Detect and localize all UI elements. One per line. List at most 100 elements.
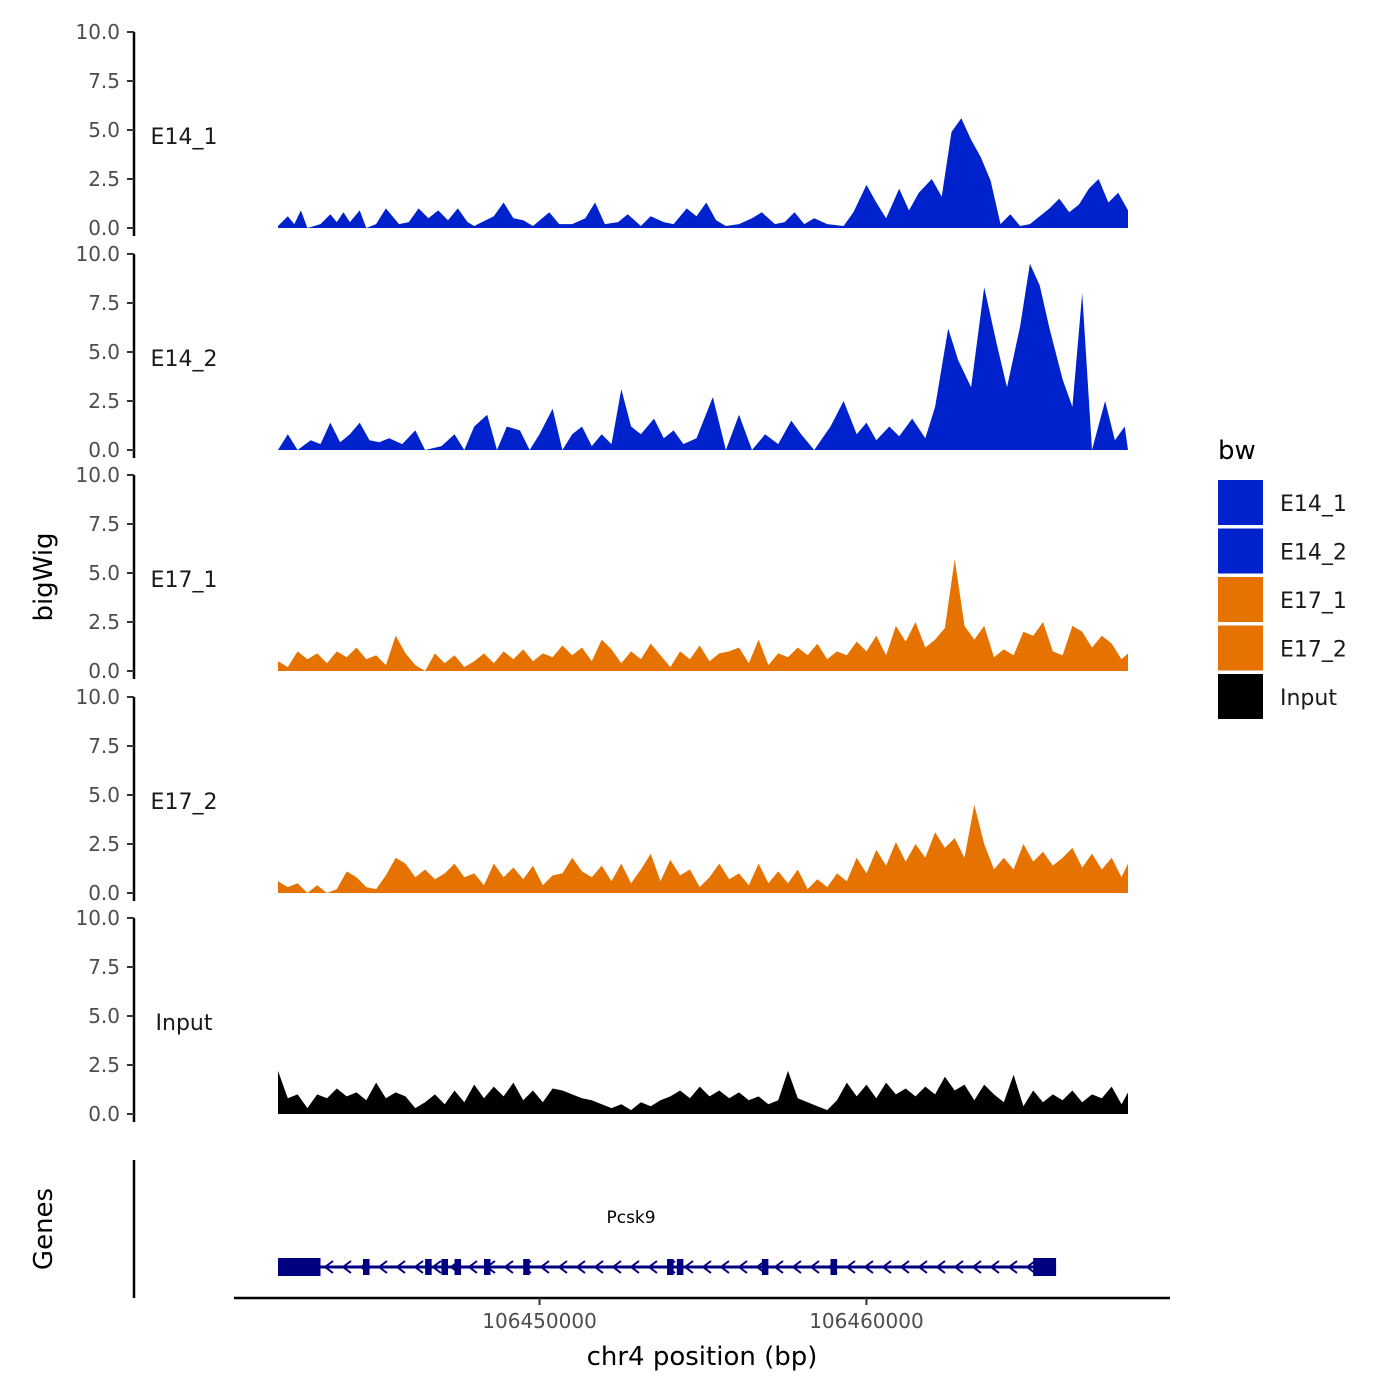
strand-arrow — [917, 1260, 928, 1274]
strand-arrow — [845, 1260, 856, 1274]
exon — [830, 1259, 838, 1275]
y-tick-label: 7.5 — [88, 512, 120, 536]
strand-arrow — [773, 1260, 784, 1274]
strand-arrow — [395, 1260, 406, 1274]
y-tick-label: 0.0 — [88, 881, 120, 905]
signal-area-e17_1 — [278, 559, 1128, 671]
y-tick-label: 10.0 — [75, 685, 120, 709]
y-tick-label: 5.0 — [88, 561, 120, 585]
exon — [454, 1259, 462, 1275]
y-tick-label: 2.5 — [88, 389, 120, 413]
y-tick-label: 5.0 — [88, 118, 120, 142]
y-tick-label: 2.5 — [88, 832, 120, 856]
y-tick-label: 0.0 — [88, 216, 120, 240]
strand-arrow — [881, 1260, 892, 1274]
signal-area-e14_2 — [278, 263, 1128, 450]
legend-item-e14_2: E14_2 — [1218, 528, 1347, 574]
track-label: E17_2 — [151, 790, 218, 815]
y-tick-label: 7.5 — [88, 955, 120, 979]
x-tick-label: 106450000 — [482, 1309, 597, 1333]
strand-arrow — [719, 1260, 730, 1274]
strand-arrow — [791, 1260, 802, 1274]
strand-arrow — [989, 1260, 1000, 1274]
track-e17_2: 0.0 2.5 5.0 7.5 10.0 E17_2 — [75, 685, 1128, 905]
strand-arrow — [575, 1260, 586, 1274]
gene-track-title: Genes — [29, 1188, 59, 1270]
y-tick-label: 10.0 — [75, 906, 120, 930]
y-axis-title: bigWig — [29, 532, 59, 621]
strand-arrow — [431, 1260, 442, 1274]
legend-title: bw — [1218, 436, 1256, 466]
track-label: Input — [156, 1011, 213, 1036]
track-e14_2: 0.0 2.5 5.0 7.5 10.0 E14_2 — [75, 242, 1128, 462]
exon — [441, 1259, 448, 1275]
signal-area-input — [278, 1070, 1128, 1114]
strand-arrow — [953, 1260, 964, 1274]
track-label: E14_2 — [151, 347, 218, 372]
exon — [425, 1259, 432, 1275]
legend-label: E17_1 — [1280, 589, 1347, 614]
signal-area-e17_2 — [278, 804, 1128, 893]
x-axis-title: chr4 position (bp) — [587, 1342, 818, 1372]
x-tick-label: 106460000 — [809, 1309, 924, 1333]
y-tick-label: 7.5 — [88, 291, 120, 315]
strand-arrow — [539, 1260, 550, 1274]
strand-arrow — [377, 1260, 388, 1274]
y-tick-label: 5.0 — [88, 1004, 120, 1028]
strand-arrow — [341, 1260, 352, 1274]
legend-swatch — [1218, 577, 1263, 622]
track-label: E14_1 — [151, 125, 218, 150]
exon — [483, 1259, 491, 1275]
signal-tracks: 0.0 2.5 5.0 7.5 10.0 E14_1 0.0 2.5 5.0 7.5 10.0 E14… — [75, 20, 1128, 1126]
strand-arrow — [557, 1260, 568, 1274]
legend-swatch — [1218, 674, 1263, 719]
legend-label: Input — [1280, 686, 1337, 711]
exon — [363, 1259, 370, 1275]
strand-arrow — [701, 1260, 712, 1274]
strand-arrow — [611, 1260, 622, 1274]
legend: bw E14_1 E14_2 E17_1 E17_2 Input — [1218, 436, 1347, 719]
legend-item-e17_1: E17_1 — [1218, 577, 1347, 622]
strand-arrow — [629, 1260, 640, 1274]
signal-area-e14_1 — [278, 118, 1128, 228]
strand-arrow — [503, 1260, 514, 1274]
legend-swatch — [1218, 528, 1263, 574]
gene-track: Genes Pcsk9 — [29, 1160, 1057, 1298]
legend-item-input: Input — [1218, 674, 1337, 719]
strand-arrow — [1007, 1260, 1018, 1274]
track-input: 0.0 2.5 5.0 7.5 10.0 Input — [75, 906, 1128, 1126]
strand-arrow — [467, 1260, 478, 1274]
track-label: E17_1 — [151, 568, 218, 593]
strand-arrow — [593, 1260, 604, 1274]
exon — [667, 1259, 674, 1275]
exon — [523, 1259, 530, 1275]
y-tick-label: 5.0 — [88, 783, 120, 807]
strand-arrow — [647, 1260, 658, 1274]
strand-arrow — [323, 1260, 334, 1274]
exon — [1033, 1258, 1057, 1276]
y-tick-label: 0.0 — [88, 1102, 120, 1126]
legend-item-e17_2: E17_2 — [1218, 625, 1347, 671]
x-axis: 106450000 106460000 — [234, 1296, 1170, 1333]
exon — [676, 1259, 684, 1275]
track-e17_1: 0.0 2.5 5.0 7.5 10.0 E17_1 — [75, 463, 1128, 683]
legend-item-e14_1: E14_1 — [1218, 480, 1347, 525]
strand-arrow — [971, 1260, 982, 1274]
strand-arrow — [683, 1260, 694, 1274]
track-e14_1: 0.0 2.5 5.0 7.5 10.0 E14_1 — [75, 20, 1128, 240]
y-tick-label: 2.5 — [88, 167, 120, 191]
y-tick-label: 2.5 — [88, 1053, 120, 1077]
gene-name-label: Pcsk9 — [606, 1208, 655, 1228]
y-tick-label: 10.0 — [75, 463, 120, 487]
legend-label: E14_1 — [1280, 492, 1347, 517]
legend-swatch — [1218, 625, 1263, 671]
y-tick-label: 2.5 — [88, 610, 120, 634]
y-tick-label: 5.0 — [88, 340, 120, 364]
strand-arrow — [1025, 1260, 1036, 1274]
exon — [278, 1258, 321, 1276]
strand-arrow — [737, 1260, 748, 1274]
strand-arrow — [899, 1260, 910, 1274]
y-tick-label: 0.0 — [88, 438, 120, 462]
strand-arrow — [863, 1260, 874, 1274]
